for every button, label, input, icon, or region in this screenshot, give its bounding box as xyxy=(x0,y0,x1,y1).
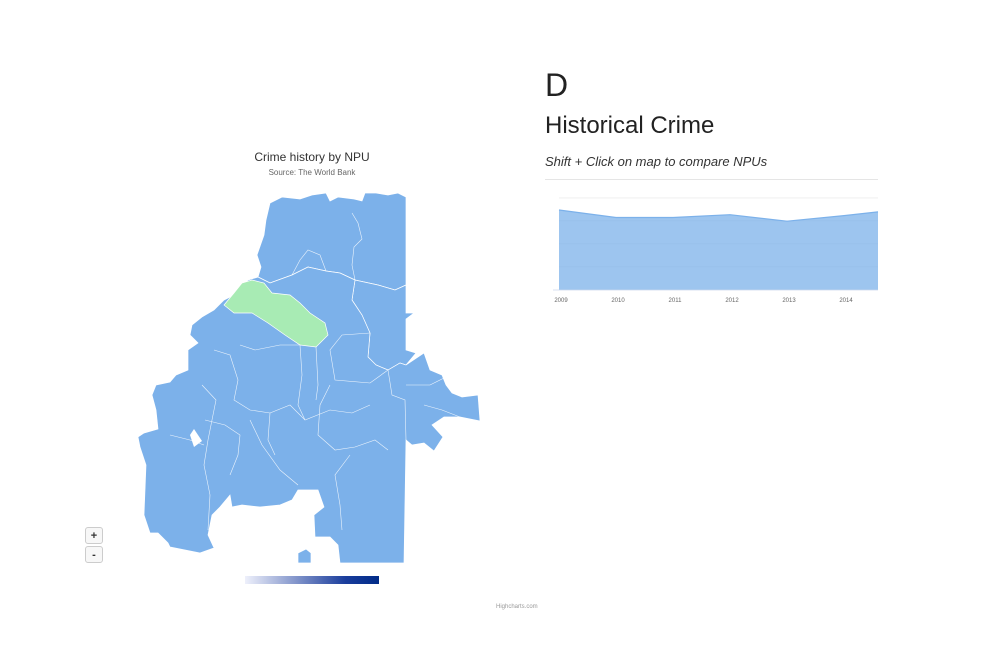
npu-region-west[interactable] xyxy=(137,266,481,564)
crime-area-chart[interactable]: 2009 2010 2011 2012 2013 2014 xyxy=(545,192,885,312)
series-area[interactable] xyxy=(559,210,878,290)
highcharts-credits[interactable]: Highcharts.com xyxy=(496,604,538,610)
divider xyxy=(545,179,878,180)
section-title: Historical Crime xyxy=(545,112,715,139)
npu-region-d-selected[interactable] xyxy=(223,279,329,348)
npu-letter: D xyxy=(545,67,569,103)
x-tick-label: 2013 xyxy=(782,298,796,304)
npu-region-island[interactable] xyxy=(297,548,312,564)
x-tick-label: 2010 xyxy=(611,298,625,304)
color-axis-legend xyxy=(245,576,379,584)
compare-hint: Shift + Click on map to compare NPUs xyxy=(545,154,768,169)
zoom-out-button[interactable]: - xyxy=(85,546,103,563)
x-tick-label: 2009 xyxy=(554,298,568,304)
x-tick-label: 2012 xyxy=(725,298,739,304)
map-title: Crime history by NPU xyxy=(254,150,370,164)
x-tick-label: 2014 xyxy=(839,298,853,304)
zoom-in-button[interactable]: + xyxy=(85,527,103,544)
npu-map[interactable] xyxy=(130,185,490,570)
x-tick-label: 2011 xyxy=(669,298,683,304)
map-subtitle: Source: The World Bank xyxy=(268,168,356,177)
